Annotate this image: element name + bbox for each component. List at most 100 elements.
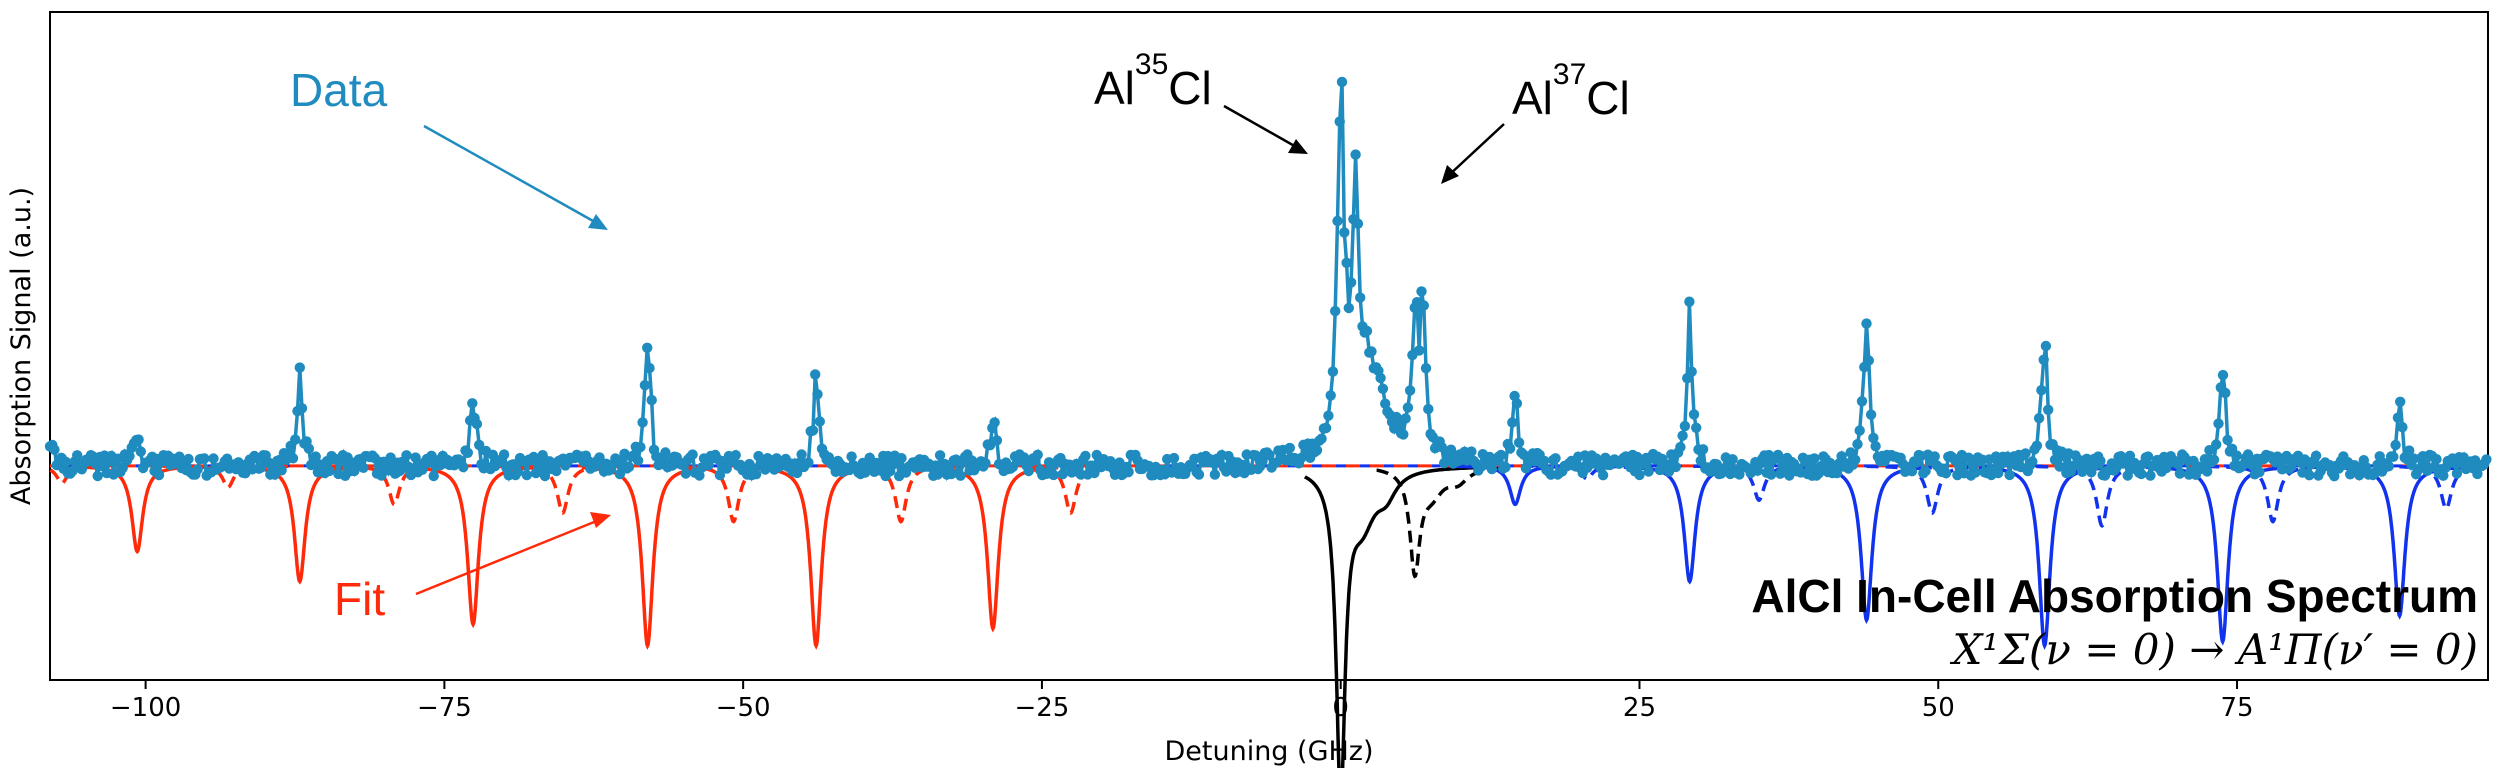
- data-point: [1325, 390, 1336, 401]
- data-point: [458, 461, 469, 473]
- data-point: [1766, 469, 1777, 480]
- data-point: [2172, 458, 2183, 470]
- data-point: [1057, 469, 1068, 480]
- data-point: [2431, 454, 2442, 465]
- data-annotation-arrow: [423, 124, 603, 228]
- data-point: [1404, 385, 1416, 396]
- data-point: [72, 450, 83, 461]
- data-point: [2040, 340, 2052, 352]
- data-point: [67, 465, 78, 476]
- data-point: [2027, 456, 2038, 467]
- data-point: [632, 455, 644, 466]
- data-point: [276, 465, 287, 476]
- chart-title: AlCl In-Cell Absorption Spectrum: [1751, 570, 2478, 622]
- data-point: [1345, 277, 1357, 288]
- svg-text:Al37Cl: Al37Cl: [1512, 58, 1630, 124]
- data-point: [1850, 454, 1861, 465]
- data-point: [1920, 465, 1931, 477]
- data-point: [1257, 455, 1268, 467]
- x-tick-label: 75: [2220, 693, 2253, 723]
- y-axis-label: Absorption Signal (a.u.): [6, 187, 37, 505]
- al35cl-arrowhead: [1288, 139, 1308, 154]
- x-tick-label: −25: [1014, 693, 1069, 723]
- data-series: [44, 76, 2492, 483]
- data-point: [639, 380, 651, 391]
- al37cl-arrowhead: [1441, 165, 1459, 184]
- data-point: [1993, 467, 2004, 479]
- data-point: [2043, 404, 2054, 415]
- fit-blue-dip: [1449, 464, 1581, 507]
- al37cl-base: Al: [1512, 72, 1553, 124]
- data-point: [467, 398, 478, 409]
- data-point: [2438, 470, 2449, 481]
- data-point: [812, 389, 823, 400]
- fit-annotation-label: Fit: [334, 573, 385, 625]
- data-point: [508, 459, 519, 470]
- data-point: [60, 456, 72, 468]
- fit-blue-dashed-dip: [1866, 464, 1998, 515]
- data-point: [1366, 346, 1377, 357]
- data-point: [1414, 345, 1425, 356]
- data-point: [2211, 439, 2222, 450]
- data-point: [694, 470, 705, 481]
- data-point: [714, 469, 726, 481]
- data-point: [2451, 468, 2463, 479]
- data-point: [1343, 302, 1355, 314]
- data-point: [2077, 466, 2088, 477]
- data-point: [124, 450, 135, 462]
- fit-blue-dip: [1623, 465, 1755, 585]
- data-point: [324, 465, 335, 477]
- data-point: [896, 453, 907, 464]
- al35cl-annotation: Al35Cl: [1094, 48, 1212, 114]
- data-point: [1341, 257, 1352, 268]
- data-point: [498, 449, 510, 460]
- data-point: [1048, 469, 1059, 481]
- al37cl-tail: Cl: [1586, 72, 1629, 124]
- data-point: [646, 394, 657, 406]
- data-point: [287, 453, 299, 464]
- data-point: [290, 434, 301, 445]
- svg-text:Al35Cl: Al35Cl: [1094, 48, 1212, 114]
- data-point: [1375, 372, 1386, 384]
- data-point: [462, 447, 473, 458]
- data-point: [980, 458, 991, 469]
- data-point: [1854, 425, 1865, 436]
- data-point: [1831, 467, 1843, 479]
- data-point: [183, 453, 194, 465]
- data-point: [680, 468, 691, 479]
- data-point: [358, 462, 369, 473]
- data-point: [1695, 455, 1707, 466]
- data-point: [2220, 387, 2231, 399]
- data-point: [807, 425, 819, 436]
- data-point: [660, 447, 671, 458]
- data-point: [1809, 453, 1820, 464]
- data-point: [1852, 439, 1863, 450]
- data-point: [2036, 385, 2047, 396]
- data-point: [1538, 455, 1550, 466]
- data-annotation-arrowhead: [588, 214, 608, 230]
- data-point: [1597, 470, 1609, 481]
- data-point: [1284, 442, 1296, 454]
- data-point: [2208, 454, 2220, 465]
- data-point: [751, 469, 762, 480]
- data-point: [2310, 450, 2322, 461]
- data-point: [991, 435, 1003, 446]
- data-point: [2222, 434, 2233, 446]
- data-point: [1513, 437, 1525, 448]
- data-point: [1350, 149, 1361, 160]
- data-point: [2202, 466, 2213, 477]
- data-point: [1697, 444, 1709, 455]
- fit-annotation-arrowhead: [590, 512, 611, 528]
- x-tick-label: 50: [1922, 693, 1955, 723]
- data-point: [303, 443, 315, 454]
- data-point: [2004, 469, 2015, 481]
- data-point: [92, 470, 103, 482]
- data-point: [428, 470, 439, 482]
- data-point: [1339, 227, 1350, 238]
- fit-red-dip: [233, 465, 365, 585]
- data-point: [1870, 441, 1881, 452]
- data-point: [471, 418, 483, 430]
- data-point: [1193, 469, 1205, 480]
- data-point: [1209, 469, 1221, 480]
